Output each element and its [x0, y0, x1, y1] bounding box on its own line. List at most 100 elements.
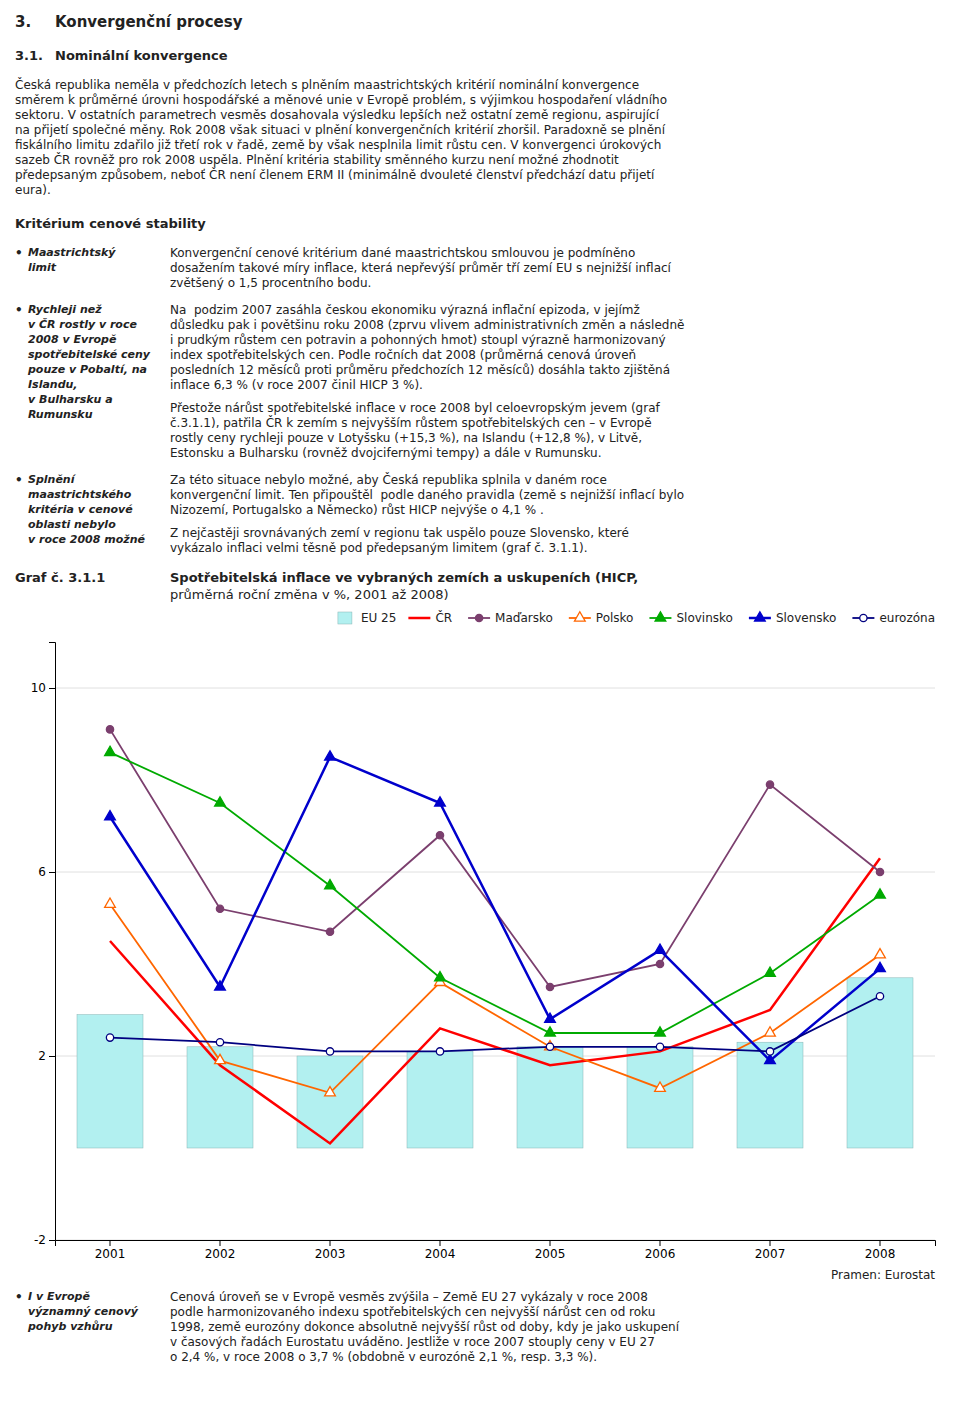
line: [110, 858, 880, 1143]
legend-marker: [860, 614, 867, 621]
marker: [436, 1048, 443, 1055]
intro-line: směrem k průměrné úrovni hospodářské a m…: [15, 93, 667, 107]
line: [110, 752, 880, 1033]
intro-line: Česká republika neměla v předchozích let…: [15, 77, 639, 92]
x-tick-label: 2007: [755, 1247, 786, 1261]
page-title-number: 3.: [15, 13, 31, 31]
y-axis: -2 2 6 10: [31, 643, 56, 1248]
marker: [656, 1043, 663, 1050]
intro-line: fiskálního limitu zdařilo již třetí rok …: [15, 138, 661, 152]
marker: [325, 1087, 336, 1096]
paragraph-line: Konvergenční cenové kritérium dané maast…: [170, 246, 635, 260]
bar: [737, 1042, 803, 1148]
y-tick-label: 10: [31, 681, 46, 695]
bar: [77, 1015, 143, 1148]
marker: [326, 1048, 333, 1055]
line-series: [106, 993, 883, 1056]
marker: [876, 993, 883, 1000]
side-heading: Rychleji než: [28, 303, 102, 316]
marker: [766, 1048, 773, 1055]
marker: [766, 781, 773, 788]
marker: [436, 832, 443, 839]
paragraph-line: důsledku pak i povětšinu roku 2008 (zprv…: [170, 318, 684, 332]
x-tick-mark: [110, 1240, 111, 1246]
marker: [106, 1034, 113, 1041]
marker: [546, 1043, 553, 1050]
side-heading: v roce 2008 možné: [28, 533, 145, 546]
legend-item: eurozóna: [852, 611, 935, 625]
marker: [545, 1041, 556, 1050]
marker: [325, 751, 336, 760]
paragraph-line: konvergenční limit. Ten připouštěl podle…: [170, 488, 684, 502]
line: [110, 904, 880, 1093]
x-tick-label: 2004: [425, 1247, 456, 1261]
x-tick-label: 2006: [645, 1247, 676, 1261]
paragraph-line: Přestože nárůst spotřebitelské inflace v…: [170, 401, 660, 415]
y-tick-label: -2: [34, 1233, 46, 1247]
page: 3.Konvergenční procesy3.1.Nominální konv…: [0, 0, 960, 1408]
marker: [105, 898, 116, 907]
page-title: Konvergenční procesy: [55, 13, 243, 31]
line-series: [105, 898, 886, 1096]
side-heading: Islandu,: [28, 378, 78, 391]
legend-marker: [755, 612, 766, 621]
side-heading: limit: [28, 261, 57, 274]
side-heading: v ČR rostly v roce: [28, 317, 137, 331]
legend-swatch: [338, 612, 352, 624]
paragraph-line: dosažením takové míry inflace, která nep…: [170, 261, 672, 275]
marker: [215, 981, 226, 990]
legend-item: Polsko: [569, 611, 634, 625]
y-tick: 10: [31, 681, 55, 695]
legend-item: Slovinsko: [649, 611, 732, 625]
paragraph-line: č.3.1.1), patřila ČR k zemím s nejvyšším…: [170, 415, 652, 430]
marker: [765, 1027, 776, 1036]
intro-line: na přijetí společné měny. Rok 2008 však …: [15, 123, 666, 137]
bar: [847, 978, 913, 1148]
page-text: 3.Konvergenční procesy3.1.Nominální konv…: [15, 13, 935, 1364]
legend-label: EU 25: [361, 611, 396, 625]
plot-area: [77, 726, 913, 1148]
side-heading: kritéria v cenové: [28, 503, 133, 516]
x-tick-mark: [440, 1240, 441, 1246]
marker: [325, 880, 336, 889]
marker: [875, 889, 886, 898]
legend-swatch: [408, 617, 430, 620]
x-tick-label: 2002: [205, 1247, 236, 1261]
side-heading: I v Evropě: [28, 1290, 90, 1303]
paragraph-line: Za této situace nebylo možné, aby Česká …: [170, 472, 607, 487]
paragraph-line: Na podzim 2007 zasáhla českou ekonomiku …: [170, 303, 640, 317]
side-heading: Splnění: [28, 473, 77, 486]
line-series: [110, 858, 880, 1143]
marker: [215, 797, 226, 806]
line-series: [106, 726, 883, 991]
legend-label: Polsko: [596, 611, 634, 625]
side-heading: spotřebitelské ceny: [28, 348, 151, 361]
chart-subtitle: průměrná roční změna v %, 2001 až 2008): [170, 587, 449, 602]
paragraph-line: index spotřebitelských cen. Podle ročníc…: [170, 348, 636, 362]
y-tick-label: 6: [38, 865, 46, 879]
y-tick-label: 2: [38, 1049, 46, 1063]
legend-marker: [574, 612, 585, 621]
paragraph-line: inflace 6,3 % (v roce 2007 činil HICP 3 …: [170, 378, 423, 392]
x-tick: 2006: [645, 1240, 676, 1261]
marker: [435, 797, 446, 806]
side-heading: významný cenový: [28, 1305, 139, 1318]
legend-label: ČR: [435, 610, 452, 625]
marker: [875, 962, 886, 971]
marker: [216, 905, 223, 912]
side-heading: maastrichtského: [28, 488, 132, 501]
marker: [435, 972, 446, 981]
side-heading: pohyb vzhůru: [27, 1320, 113, 1333]
marker: [326, 928, 333, 935]
intro-line: předepsaným způsobem, neboť ČR není člen…: [15, 167, 655, 182]
bullet: •: [15, 303, 23, 317]
marker: [105, 811, 116, 820]
paragraph-line: vykázalo inflaci velmi těsně pod předeps…: [170, 541, 588, 555]
paragraph-line: 1998, země eurozóny dokonce absolutně ne…: [170, 1320, 680, 1334]
marker: [105, 746, 116, 755]
legend-label: Maďarsko: [495, 611, 553, 625]
marker: [655, 1027, 666, 1036]
intro-line: eura).: [15, 183, 51, 197]
legend-item: EU 25: [338, 611, 396, 625]
side-heading: v Bulharsku a: [28, 393, 113, 406]
